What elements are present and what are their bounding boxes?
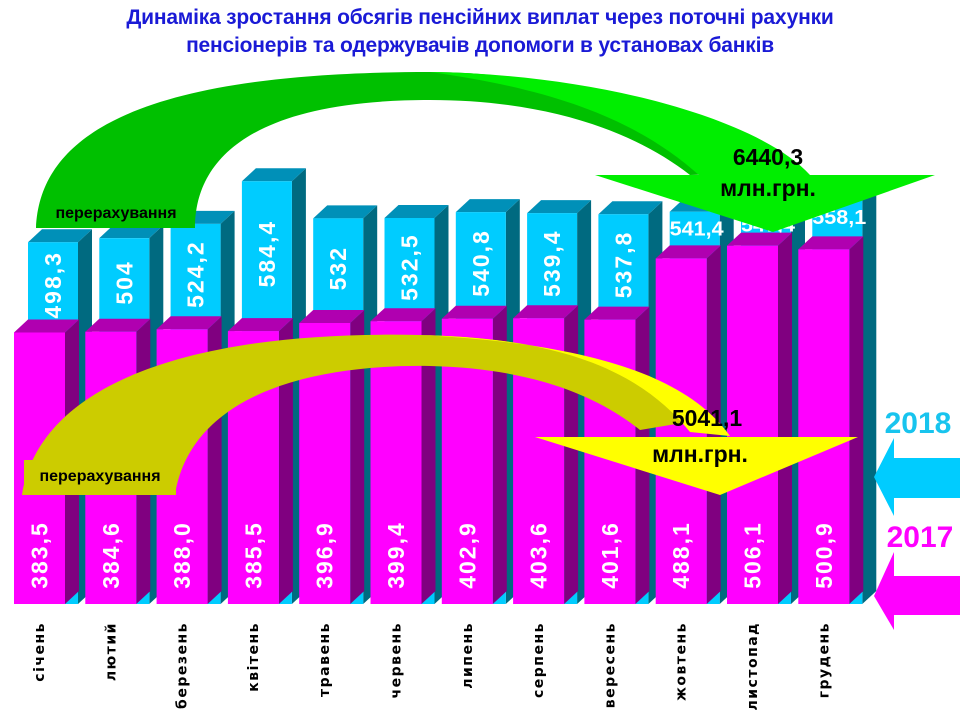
value-label-2018: 524,2 bbox=[183, 240, 209, 308]
month-label-березень: березень bbox=[175, 622, 191, 709]
month-label-лютий: лютий bbox=[103, 622, 119, 681]
value-label-2017: 488,1 bbox=[668, 521, 694, 589]
value-label-2017: 403,6 bbox=[526, 521, 552, 589]
value-label-2017: 402,9 bbox=[454, 521, 480, 589]
legend-2018-label: 2018 bbox=[885, 407, 952, 440]
bar-side bbox=[278, 318, 293, 604]
value-label-2017: 384,6 bbox=[98, 521, 124, 589]
chart-title: Динаміка зростання обсягів пенсійних вип… bbox=[0, 4, 960, 60]
value-label-2018: 541,4 bbox=[670, 219, 725, 241]
bar-top bbox=[156, 316, 222, 330]
value-label-2017: 500,9 bbox=[811, 521, 837, 589]
upper-total-arrow-2018: перерахування 6440,3 млн.грн. bbox=[36, 72, 935, 232]
value-label-2018: 504 bbox=[111, 260, 137, 304]
legend-2017-label: 2017 bbox=[887, 521, 954, 554]
lower-arrow-unit: млн.грн. bbox=[652, 441, 748, 467]
bar-top bbox=[241, 168, 306, 182]
bar-top bbox=[513, 305, 579, 319]
bar-top bbox=[584, 306, 650, 320]
bar-top bbox=[455, 199, 520, 213]
bar-top bbox=[655, 245, 721, 259]
value-label-2018: 539,4 bbox=[539, 229, 565, 297]
value-label-2018: 584,4 bbox=[254, 220, 280, 288]
value-label-2018: 537,8 bbox=[610, 231, 636, 299]
value-label-2018: 540,8 bbox=[468, 229, 494, 297]
lower-arrow-body bbox=[22, 334, 700, 495]
bar-front bbox=[798, 249, 850, 604]
value-label-2017: 385,5 bbox=[240, 521, 266, 589]
value-label-2017: 506,1 bbox=[740, 521, 766, 589]
lower-arrow-total: 5041,1 bbox=[672, 405, 743, 431]
bar-top bbox=[727, 232, 792, 246]
month-label-серпень: серпень bbox=[531, 622, 547, 698]
value-label-2018: 498,3 bbox=[40, 251, 66, 319]
bar-top bbox=[313, 205, 378, 219]
lower-total-arrow-2017: перерахування 5041,1 млн.грн. bbox=[22, 334, 858, 495]
lower-arrow-label-box bbox=[24, 460, 176, 495]
upper-arrow-total: 6440,3 bbox=[733, 144, 803, 170]
value-label-2017: 399,4 bbox=[383, 521, 409, 589]
value-label-2017: 388,0 bbox=[169, 521, 195, 589]
legend: 2018 2017 bbox=[874, 407, 960, 630]
bar-side bbox=[492, 305, 507, 604]
x-axis-month-labels: січень лютий березень квітень травень червень… bbox=[32, 622, 832, 711]
bar-2017-червень bbox=[370, 308, 436, 604]
bar-side bbox=[421, 308, 436, 604]
value-label-2018: 532,5 bbox=[397, 233, 423, 301]
month-label-квітень: квітень bbox=[246, 622, 262, 692]
bar-top bbox=[441, 305, 507, 319]
legend-2017-arrow-icon bbox=[874, 552, 960, 630]
chart-title-line2: пенсіонерів та одержувачів допомоги в ус… bbox=[186, 34, 774, 57]
bar-top bbox=[227, 318, 293, 332]
month-label-липень: липень bbox=[460, 622, 476, 689]
upper-arrow-label: перерахування bbox=[55, 205, 176, 222]
lower-arrow-label: перерахування bbox=[39, 468, 160, 485]
bar-side bbox=[350, 309, 365, 604]
month-label-грудень: грудень bbox=[816, 622, 832, 698]
bar-top bbox=[28, 229, 92, 243]
month-label-січень: січень bbox=[32, 622, 48, 682]
bar-top bbox=[598, 201, 663, 215]
bar-top bbox=[99, 225, 164, 239]
value-label-2018: 532 bbox=[325, 246, 351, 290]
bar-side bbox=[862, 186, 877, 604]
bar-top bbox=[527, 200, 592, 214]
lower-arrow-head bbox=[535, 437, 858, 495]
upper-arrow-head bbox=[595, 175, 935, 232]
bar-side bbox=[564, 305, 579, 604]
bar-front bbox=[727, 245, 778, 604]
value-label-2017: 383,5 bbox=[27, 521, 53, 589]
bar-side bbox=[849, 236, 864, 604]
bar-side bbox=[778, 232, 792, 604]
bar-front bbox=[370, 321, 422, 604]
month-label-травень: травень bbox=[317, 622, 333, 697]
bar-2017-листопад bbox=[727, 232, 792, 604]
lower-arrow-light bbox=[420, 335, 730, 436]
bar-top bbox=[384, 204, 449, 218]
bar-top bbox=[299, 309, 365, 323]
value-label-2017: 401,6 bbox=[597, 521, 623, 589]
value-label-2017: 396,9 bbox=[312, 521, 338, 589]
upper-arrow-unit: млн.грн. bbox=[720, 175, 816, 201]
legend-2018-arrow-icon bbox=[874, 438, 960, 516]
month-label-червень: червень bbox=[389, 622, 405, 699]
bar-top bbox=[370, 308, 436, 322]
bar-top bbox=[798, 236, 864, 250]
month-label-вересень: вересень bbox=[602, 622, 618, 708]
bar-top bbox=[14, 319, 79, 333]
upper-arrow-light bbox=[430, 72, 810, 176]
month-label-листопад: листопад bbox=[745, 622, 761, 711]
bar-top bbox=[85, 318, 151, 332]
month-label-жовтень: жовтень bbox=[674, 622, 690, 701]
bar-2017-грудень bbox=[798, 236, 864, 604]
chart-title-line1: Динаміка зростання обсягів пенсійних вип… bbox=[126, 6, 834, 29]
